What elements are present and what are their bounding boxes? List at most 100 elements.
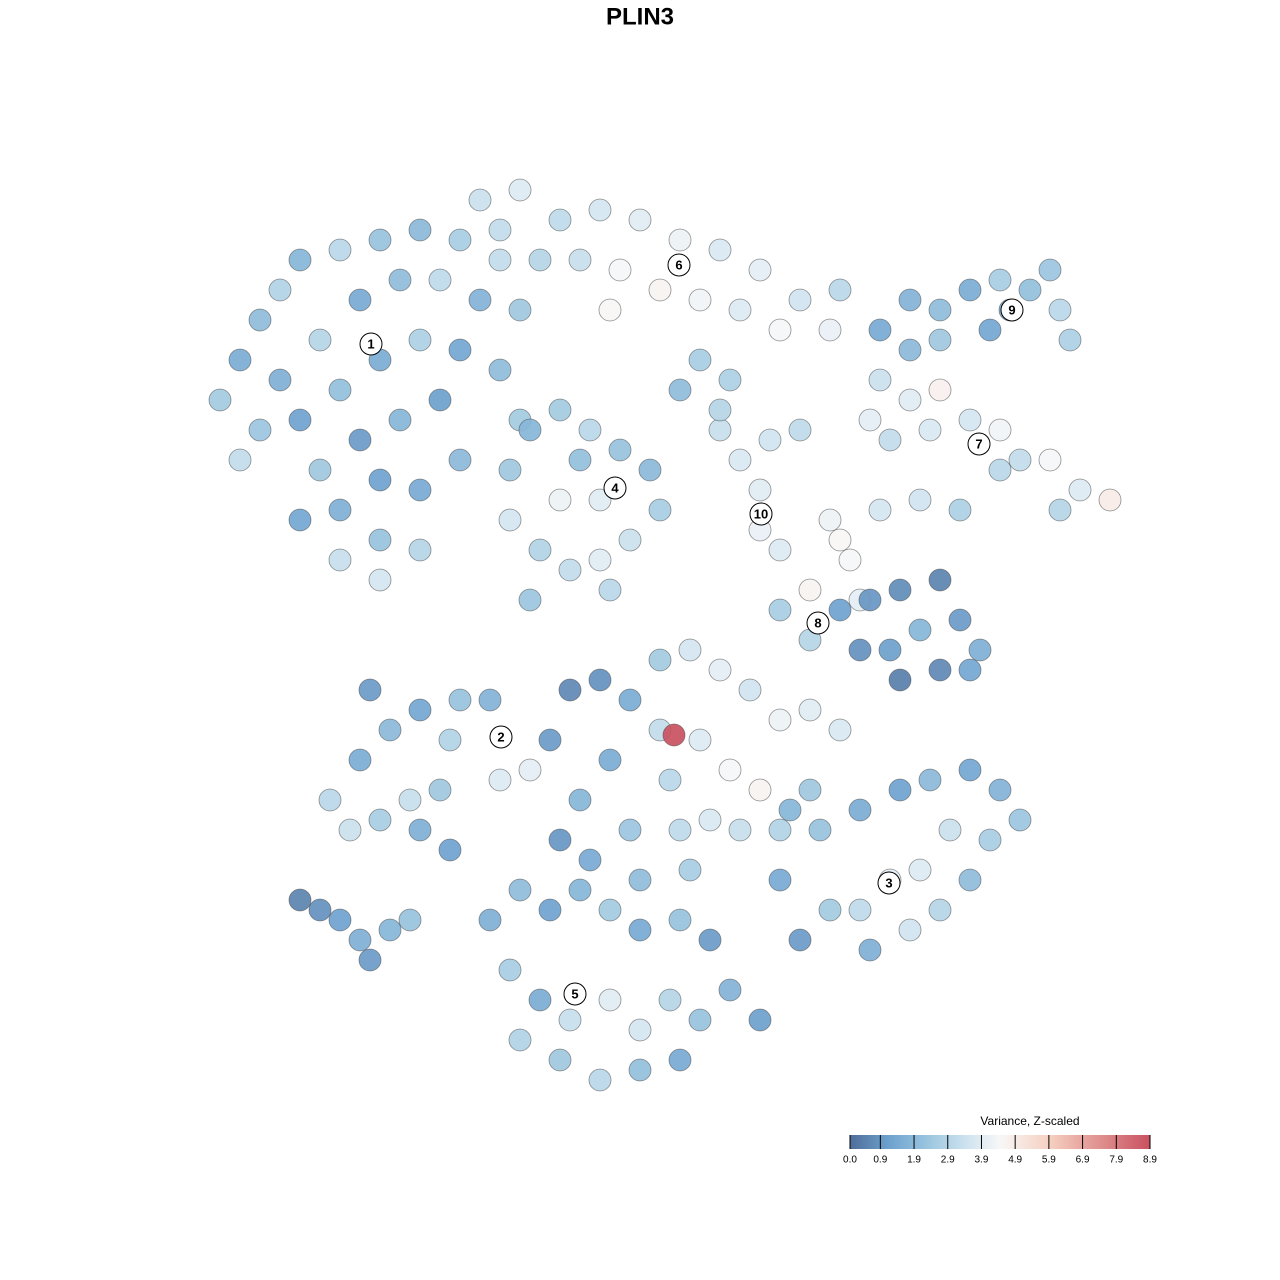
point — [718, 978, 742, 1002]
point — [358, 678, 382, 702]
point — [368, 468, 392, 492]
point — [788, 928, 812, 952]
point — [958, 278, 982, 302]
point — [448, 338, 472, 362]
point — [628, 868, 652, 892]
point — [388, 268, 412, 292]
point — [928, 328, 952, 352]
point — [468, 188, 492, 212]
point — [828, 528, 852, 552]
point — [328, 548, 352, 572]
point — [848, 898, 872, 922]
point — [798, 578, 822, 602]
point — [508, 878, 532, 902]
point — [318, 788, 342, 812]
point — [548, 208, 572, 232]
colorbar-tick-label: 2.9 — [941, 1155, 955, 1166]
point — [908, 858, 932, 882]
point — [308, 458, 332, 482]
point — [668, 908, 692, 932]
cluster-label: 1 — [367, 336, 374, 351]
point — [868, 318, 892, 342]
point — [748, 478, 772, 502]
point — [878, 428, 902, 452]
point — [488, 768, 512, 792]
point — [228, 348, 252, 372]
point — [348, 428, 372, 452]
point — [588, 668, 612, 692]
point — [588, 488, 612, 512]
point — [928, 658, 952, 682]
point — [698, 808, 722, 832]
cluster-label: 7 — [975, 436, 982, 451]
point — [498, 958, 522, 982]
point — [268, 278, 292, 302]
point — [1068, 478, 1092, 502]
point — [538, 898, 562, 922]
point — [408, 538, 432, 562]
point — [1008, 808, 1032, 832]
point — [558, 558, 582, 582]
point — [408, 328, 432, 352]
point — [888, 778, 912, 802]
point — [628, 918, 652, 942]
point — [1038, 448, 1062, 472]
cluster-marker — [877, 871, 901, 895]
point — [648, 278, 672, 302]
point — [328, 378, 352, 402]
point — [558, 1008, 582, 1032]
point — [588, 548, 612, 572]
point — [518, 588, 542, 612]
point — [438, 728, 462, 752]
point — [528, 988, 552, 1012]
point — [768, 318, 792, 342]
point — [758, 428, 782, 452]
point — [678, 858, 702, 882]
point — [878, 638, 902, 662]
cluster-marker — [967, 432, 991, 456]
point — [958, 658, 982, 682]
point — [818, 508, 842, 532]
point — [428, 388, 452, 412]
point — [858, 938, 882, 962]
cluster-label: 6 — [675, 257, 682, 272]
point — [808, 818, 832, 842]
point — [678, 638, 702, 662]
colorbar — [850, 1135, 1150, 1149]
point — [688, 728, 712, 752]
point — [728, 448, 752, 472]
point — [408, 218, 432, 242]
point — [958, 408, 982, 432]
point — [598, 988, 622, 1012]
point — [648, 498, 672, 522]
point — [528, 248, 552, 272]
point — [588, 1068, 612, 1092]
point — [498, 508, 522, 532]
point — [398, 908, 422, 932]
point — [868, 498, 892, 522]
point — [788, 418, 812, 442]
point — [538, 728, 562, 752]
point — [768, 868, 792, 892]
point — [908, 488, 932, 512]
point — [918, 418, 942, 442]
point — [508, 298, 532, 322]
colorbar-tick-label: 5.9 — [1042, 1155, 1056, 1166]
point — [548, 1048, 572, 1072]
point — [658, 988, 682, 1012]
point — [958, 868, 982, 892]
colorbar-tick-label: 1.9 — [907, 1155, 921, 1166]
point — [858, 408, 882, 432]
point — [978, 828, 1002, 852]
point — [928, 298, 952, 322]
point — [738, 678, 762, 702]
point — [608, 258, 632, 282]
points — [208, 178, 1122, 1092]
point — [988, 458, 1012, 482]
point — [728, 298, 752, 322]
point — [598, 748, 622, 772]
point — [368, 808, 392, 832]
point — [888, 668, 912, 692]
point — [408, 818, 432, 842]
cluster-marker — [667, 253, 691, 277]
